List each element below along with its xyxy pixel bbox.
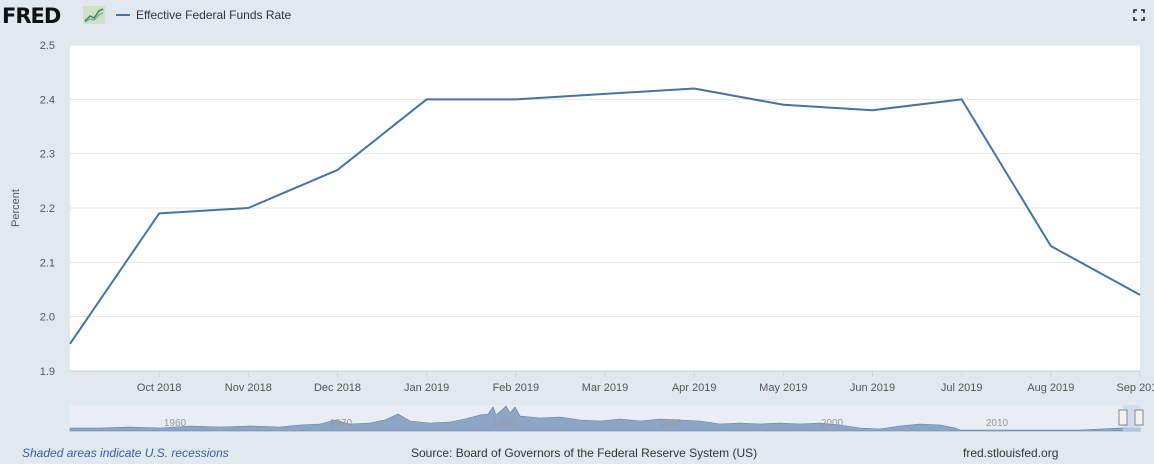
y-tick-label: 2.1 — [40, 257, 55, 269]
x-tick-label: Oct 2018 — [137, 382, 182, 394]
series-layer — [69, 87, 1141, 345]
line-chart: 1.9 2.0 2.1 2.2 2.3 2.4 2.5 Oct 2018 Nov 2018 De… — [10, 40, 1154, 432]
legend-line-swatch — [116, 14, 130, 16]
x-tick-label: Apr 2019 — [672, 382, 717, 394]
navigator-year-label: 1970 — [330, 418, 353, 429]
y-tick-label: 2.2 — [40, 203, 55, 215]
y-tick-label: 1.9 — [40, 366, 55, 378]
x-tick-label: Nov 2018 — [225, 382, 272, 394]
navigator-year-label: 2010 — [986, 418, 1009, 429]
y-tick-label: 2.4 — [40, 94, 55, 106]
x-tick-label: Jan 2019 — [404, 382, 449, 394]
x-tick-label: Feb 2019 — [493, 382, 539, 394]
navigator-right-handle[interactable] — [1134, 409, 1144, 426]
x-tick-label: Sep 2019 — [1116, 382, 1154, 394]
site-link[interactable]: fred.stlouisfed.org — [963, 446, 1059, 460]
fred-chart-logo-icon — [83, 6, 105, 24]
x-tick-label: Aug 2019 — [1027, 382, 1074, 394]
y-tick-label: 2.0 — [40, 312, 55, 324]
series-line[interactable] — [69, 87, 1141, 345]
y-tick-label: 2.3 — [40, 149, 55, 161]
navigator-history-area — [69, 405, 1141, 432]
fullscreen-icon[interactable] — [1133, 9, 1145, 21]
navigator-year-labels: 1960 1970 1980 1990 2000 2010 — [164, 418, 1009, 429]
chart-header: FRED Effective Federal Funds Rate — [0, 0, 1154, 34]
date-range-navigator[interactable]: 1960 1970 1980 1990 2000 2010 — [69, 405, 1144, 432]
x-tick-label: Jul 2019 — [941, 382, 983, 394]
navigator-year-label: 1960 — [164, 418, 187, 429]
x-tick-label: Mar 2019 — [582, 382, 628, 394]
y-axis-label: Percent — [10, 189, 22, 227]
y-tick-label: 2.5 — [40, 40, 55, 52]
navigator-left-handle[interactable] — [1118, 409, 1128, 426]
x-axis-ticks: Oct 2018 Nov 2018 Dec 2018 Jan 2019 Feb 2019… — [137, 371, 1154, 394]
legend-label: Effective Federal Funds Rate — [136, 8, 292, 22]
navigator-year-label: 1990 — [659, 418, 682, 429]
fred-logo[interactable]: FRED — [2, 4, 61, 28]
navigator-year-label: 2000 — [821, 418, 844, 429]
source-text: Source: Board of Governors of the Federa… — [411, 446, 758, 460]
x-tick-label: Dec 2018 — [314, 382, 361, 394]
chart-legend[interactable]: Effective Federal Funds Rate — [116, 8, 291, 22]
navigator-year-label: 1980 — [493, 418, 516, 429]
recession-note-link[interactable]: Shaded areas indicate U.S. recessions — [22, 446, 229, 460]
x-tick-label: May 2019 — [759, 382, 807, 394]
x-tick-label: Jun 2019 — [850, 382, 895, 394]
y-axis-ticks: 1.9 2.0 2.1 2.2 2.3 2.4 2.5 — [40, 40, 55, 378]
